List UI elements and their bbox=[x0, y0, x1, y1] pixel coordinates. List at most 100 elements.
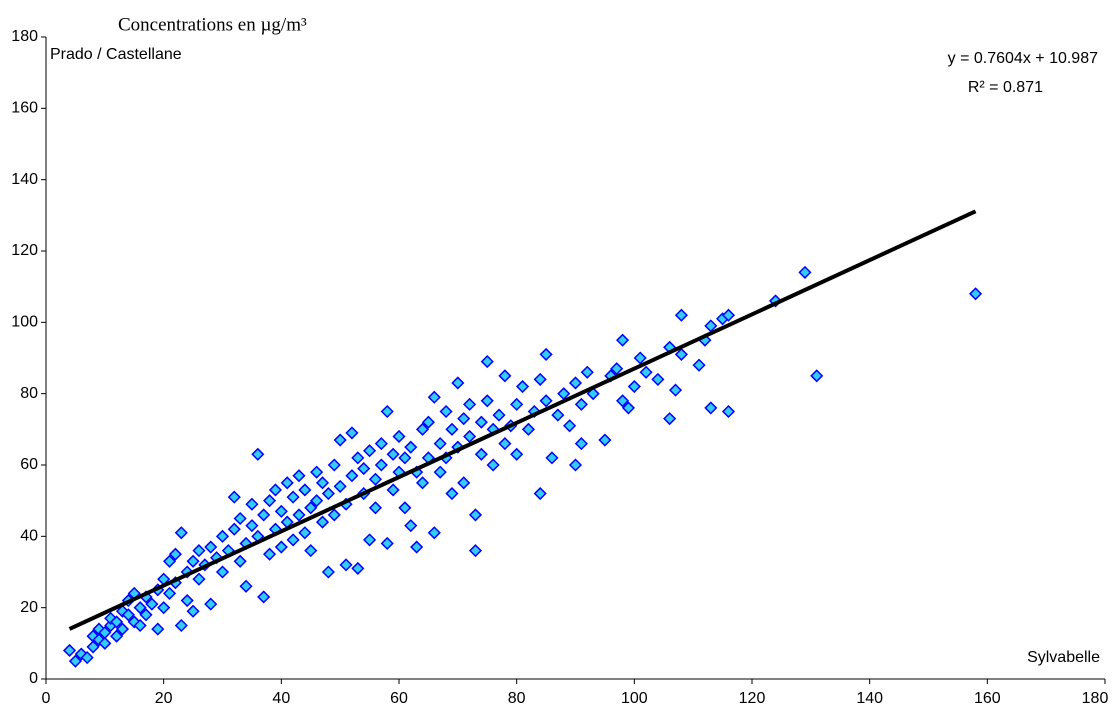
y-tick-label: 0 bbox=[29, 670, 38, 687]
data-point bbox=[292, 508, 306, 522]
data-point bbox=[692, 358, 706, 372]
data-point bbox=[439, 404, 453, 419]
data-point bbox=[674, 347, 688, 361]
data-point bbox=[145, 597, 159, 611]
data-point bbox=[463, 429, 477, 444]
data-point bbox=[174, 526, 188, 540]
x-tick-label: 180 bbox=[1082, 690, 1109, 707]
data-point bbox=[574, 397, 588, 411]
data-point bbox=[580, 365, 594, 379]
data-point bbox=[404, 519, 418, 533]
data-point bbox=[563, 419, 577, 433]
x-tick-label: 20 bbox=[155, 690, 173, 707]
data-point bbox=[174, 618, 188, 633]
r-squared: R² = 0.871 bbox=[968, 79, 1043, 96]
data-point bbox=[315, 476, 330, 490]
data-point bbox=[298, 526, 312, 540]
data-point bbox=[457, 412, 471, 426]
data-point bbox=[204, 540, 218, 554]
data-point bbox=[404, 440, 418, 454]
data-point bbox=[286, 533, 300, 547]
data-point bbox=[633, 351, 647, 365]
data-point bbox=[463, 397, 477, 411]
data-point bbox=[257, 508, 271, 522]
x-tick-label: 100 bbox=[621, 690, 648, 707]
data-point bbox=[68, 654, 82, 668]
data-point bbox=[327, 508, 341, 522]
data-point bbox=[263, 494, 277, 508]
data-point bbox=[345, 469, 359, 483]
data-point bbox=[245, 497, 259, 511]
data-point bbox=[533, 486, 547, 501]
y-tick-label: 40 bbox=[20, 528, 38, 545]
data-point bbox=[157, 601, 171, 615]
data-point bbox=[315, 515, 330, 529]
data-point bbox=[545, 451, 559, 465]
data-point bbox=[333, 433, 347, 447]
x-tick-label: 40 bbox=[272, 690, 290, 707]
data-point bbox=[480, 394, 494, 408]
data-point bbox=[721, 308, 736, 322]
data-point bbox=[162, 554, 177, 568]
data-point bbox=[286, 490, 300, 504]
data-point bbox=[133, 618, 147, 633]
data-point bbox=[639, 365, 653, 379]
data-point bbox=[610, 362, 624, 376]
data-point bbox=[239, 579, 253, 593]
data-point bbox=[486, 458, 500, 472]
data-point bbox=[151, 622, 165, 636]
data-point bbox=[386, 483, 400, 497]
data-point bbox=[621, 401, 636, 415]
data-point bbox=[380, 536, 394, 551]
data-point bbox=[363, 444, 377, 458]
y-tick-label: 160 bbox=[11, 100, 38, 117]
data-point bbox=[263, 547, 277, 561]
data-point bbox=[474, 415, 488, 429]
y-axis-label: Prado / Castellane bbox=[50, 46, 182, 63]
data-point bbox=[110, 629, 124, 643]
data-point bbox=[274, 540, 288, 554]
data-point bbox=[310, 494, 324, 508]
data-point bbox=[551, 408, 565, 422]
data-point bbox=[574, 437, 588, 451]
data-point bbox=[351, 561, 365, 575]
y-tick-label: 120 bbox=[11, 242, 38, 259]
data-point bbox=[539, 347, 553, 361]
data-point bbox=[357, 462, 371, 476]
data-point bbox=[245, 519, 259, 533]
data-point bbox=[92, 633, 106, 647]
data-point bbox=[280, 476, 294, 490]
data-point bbox=[663, 412, 677, 426]
chart-title: Concentrations en µg/m³ bbox=[118, 14, 307, 35]
data-point bbox=[651, 372, 665, 386]
data-point bbox=[292, 469, 306, 483]
data-point bbox=[321, 486, 335, 501]
data-point bbox=[368, 472, 383, 486]
data-point bbox=[969, 287, 983, 301]
data-point bbox=[215, 529, 230, 543]
trendline bbox=[68, 209, 977, 631]
data-point bbox=[86, 640, 100, 654]
data-point bbox=[721, 404, 736, 419]
data-point bbox=[321, 565, 335, 579]
data-point bbox=[162, 586, 177, 600]
data-point bbox=[115, 622, 130, 636]
data-point bbox=[386, 447, 400, 461]
data-point bbox=[568, 458, 583, 472]
data-point bbox=[233, 511, 247, 526]
data-point bbox=[415, 476, 430, 490]
data-point bbox=[515, 379, 530, 394]
data-point bbox=[121, 608, 135, 622]
data-point bbox=[104, 611, 118, 625]
data-point bbox=[457, 476, 471, 490]
data-point bbox=[468, 544, 483, 558]
data-point bbox=[215, 565, 230, 579]
data-point bbox=[539, 394, 553, 408]
data-point bbox=[445, 486, 459, 501]
data-point bbox=[363, 533, 377, 547]
data-point bbox=[186, 604, 200, 618]
data-point bbox=[351, 451, 365, 465]
data-point bbox=[192, 572, 206, 586]
data-point bbox=[86, 629, 100, 643]
y-tick-label: 20 bbox=[20, 599, 38, 616]
